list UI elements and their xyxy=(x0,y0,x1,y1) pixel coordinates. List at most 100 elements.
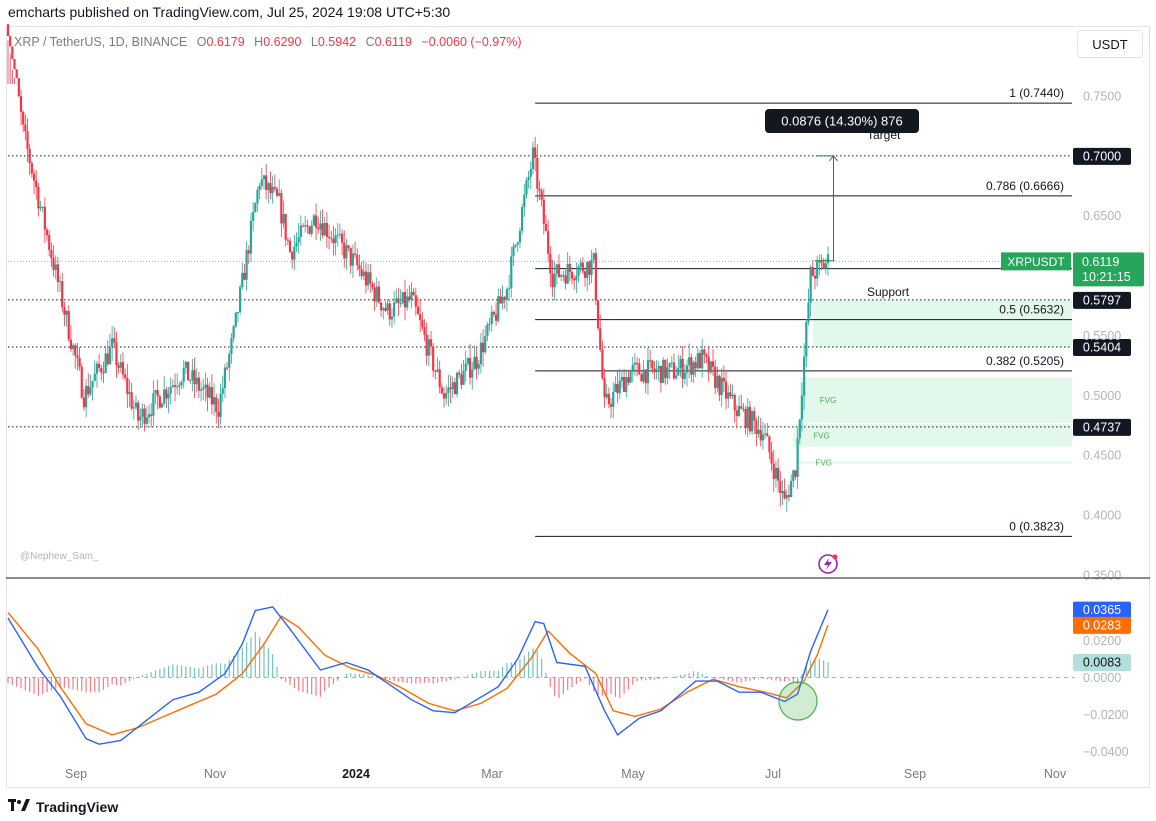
candle-body[interactable] xyxy=(568,263,571,272)
candle-body[interactable] xyxy=(260,179,263,186)
candle-body[interactable] xyxy=(414,295,417,307)
candle-body[interactable] xyxy=(659,365,663,384)
candle-body[interactable] xyxy=(766,433,769,437)
candle-body[interactable] xyxy=(596,300,600,329)
candle-body[interactable] xyxy=(698,353,702,369)
candle-body[interactable] xyxy=(236,312,240,314)
candle-body[interactable] xyxy=(95,363,99,374)
candle-body[interactable] xyxy=(206,384,209,398)
candle-body[interactable] xyxy=(223,367,227,389)
candle-body[interactable] xyxy=(490,311,493,324)
candle-body[interactable] xyxy=(208,386,211,398)
candle-body[interactable] xyxy=(332,238,335,243)
candle-body[interactable] xyxy=(323,222,326,236)
candle-body[interactable] xyxy=(792,470,795,481)
candle-body[interactable] xyxy=(442,393,446,399)
candle-body[interactable] xyxy=(471,369,474,378)
candle-body[interactable] xyxy=(425,334,428,356)
candle-body[interactable] xyxy=(275,188,279,196)
candle-body[interactable] xyxy=(549,253,552,274)
candle-body[interactable] xyxy=(286,239,289,241)
candle-body[interactable] xyxy=(321,223,324,236)
candle-body[interactable] xyxy=(356,254,359,266)
candle-body[interactable] xyxy=(512,246,515,257)
candle-body[interactable] xyxy=(377,286,381,303)
candle-body[interactable] xyxy=(794,470,797,477)
candle-body[interactable] xyxy=(137,402,140,421)
candle-body[interactable] xyxy=(644,369,647,384)
candle-body[interactable] xyxy=(6,24,10,37)
candle-body[interactable] xyxy=(701,349,704,369)
candle-body[interactable] xyxy=(35,180,38,187)
candle-body[interactable] xyxy=(429,339,433,347)
candle-body[interactable] xyxy=(24,124,27,132)
candle-body[interactable] xyxy=(401,292,404,304)
candle-body[interactable] xyxy=(269,183,272,194)
candle-body[interactable] xyxy=(349,247,352,266)
candle-body[interactable] xyxy=(217,412,220,417)
candle-body[interactable] xyxy=(499,296,502,304)
candle-body[interactable] xyxy=(774,467,778,479)
candle-body[interactable] xyxy=(297,236,300,243)
candle-body[interactable] xyxy=(388,303,391,320)
candle-body[interactable] xyxy=(722,377,725,382)
candle-body[interactable] xyxy=(811,267,814,276)
candle-body[interactable] xyxy=(52,258,55,271)
candle-body[interactable] xyxy=(484,336,487,353)
candle-body[interactable] xyxy=(416,306,420,315)
candle-body[interactable] xyxy=(733,394,736,411)
candle-body[interactable] xyxy=(716,375,719,388)
candle-body[interactable] xyxy=(212,397,216,405)
candle-body[interactable] xyxy=(642,369,645,382)
candle-body[interactable] xyxy=(746,406,749,429)
candle-body[interactable] xyxy=(494,314,498,321)
candle-body[interactable] xyxy=(675,375,678,379)
candle-body[interactable] xyxy=(319,223,322,230)
candle-body[interactable] xyxy=(304,225,307,227)
candle-body[interactable] xyxy=(820,261,823,263)
candle-body[interactable] xyxy=(421,320,424,328)
candle-body[interactable] xyxy=(117,365,120,368)
candle-body[interactable] xyxy=(228,353,231,368)
candle-body[interactable] xyxy=(813,275,817,279)
candle-body[interactable] xyxy=(581,262,584,272)
candle-body[interactable] xyxy=(737,406,741,416)
candle-body[interactable] xyxy=(779,480,782,494)
candle-body[interactable] xyxy=(124,374,127,378)
candle-body[interactable] xyxy=(69,339,73,350)
candle-body[interactable] xyxy=(76,355,79,358)
candle-body[interactable] xyxy=(618,380,621,394)
candle-body[interactable] xyxy=(61,281,64,308)
candle-body[interactable] xyxy=(202,387,205,390)
candle-body[interactable] xyxy=(672,362,676,379)
candle-body[interactable] xyxy=(481,342,485,353)
candle-body[interactable] xyxy=(245,250,248,280)
candle-body[interactable] xyxy=(544,223,548,232)
candle-body[interactable] xyxy=(633,362,637,365)
candle-body[interactable] xyxy=(249,220,253,254)
candle-body[interactable] xyxy=(314,215,318,228)
candle-body[interactable] xyxy=(501,296,504,304)
candle-body[interactable] xyxy=(221,388,224,394)
candle-body[interactable] xyxy=(629,370,632,383)
candle-body[interactable] xyxy=(358,265,361,270)
candle-body[interactable] xyxy=(510,256,513,289)
candle-body[interactable] xyxy=(583,271,587,278)
candle-body[interactable] xyxy=(718,375,721,395)
candle-body[interactable] xyxy=(614,383,617,392)
candle-body[interactable] xyxy=(390,316,394,320)
candle-body[interactable] xyxy=(293,246,296,260)
candle-body[interactable] xyxy=(729,392,732,397)
candle-body[interactable] xyxy=(607,393,610,405)
candle-body[interactable] xyxy=(380,302,383,311)
candle-body[interactable] xyxy=(171,385,174,387)
candle-body[interactable] xyxy=(67,311,70,340)
candle-body[interactable] xyxy=(199,389,203,391)
candle-body[interactable] xyxy=(449,387,452,390)
candle-body[interactable] xyxy=(505,289,509,300)
candle-body[interactable] xyxy=(273,186,276,189)
candle-body[interactable] xyxy=(803,356,806,396)
candle-body[interactable] xyxy=(340,233,344,243)
candle-body[interactable] xyxy=(696,353,699,369)
candle-body[interactable] xyxy=(744,409,747,429)
